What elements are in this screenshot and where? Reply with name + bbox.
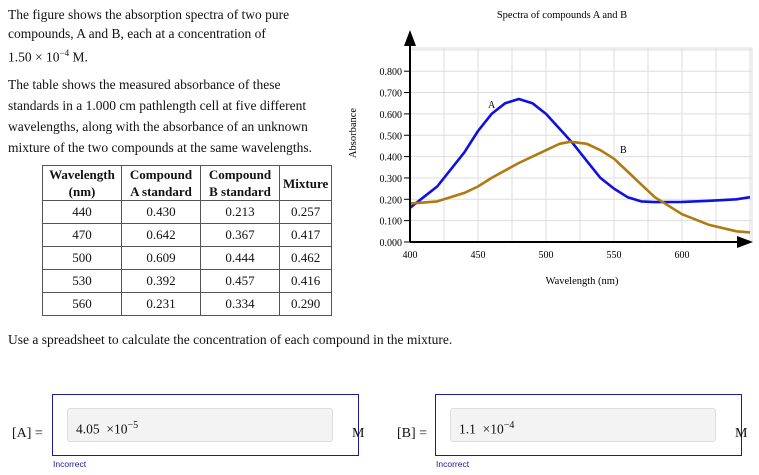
table-cell: 500 (42, 246, 122, 270)
series-A-line (409, 97, 751, 209)
table-cell: 0.231 (121, 292, 201, 316)
answer-a-box: 4.05 ×10−5 (52, 394, 359, 456)
concentration: 1.50 × 10 (8, 49, 60, 65)
value: 1.1 (459, 421, 476, 437)
plot-frame (409, 47, 753, 243)
table-cell: 0.609 (121, 246, 201, 270)
unit: M. (69, 49, 88, 65)
col-header: Compound A standard (121, 165, 201, 201)
chart-title: Spectra of compounds A and B (497, 10, 627, 21)
series-label-A: A (488, 100, 496, 111)
y-tick-label: 0.700 (380, 89, 403, 100)
table-cell: 0.392 (121, 269, 201, 293)
y-axis-arrow-icon (404, 30, 416, 46)
y-tick-label: 0.500 (380, 131, 403, 142)
col-header: Mixture (278, 165, 333, 201)
x-tick-label: 400 (403, 250, 418, 261)
table-cell: 0.416 (278, 269, 333, 293)
x-tick-label: 500 (539, 250, 554, 261)
y-tick-label: 0.600 (380, 110, 403, 121)
table-cell: 0.290 (278, 292, 333, 316)
b-status: Incorrect (436, 459, 470, 469)
table-cell: 0.417 (278, 223, 333, 247)
intro-line: compounds, A and B, each at a concentrat… (8, 26, 266, 41)
table-row: 470 0.642 0.367 0.417 (42, 223, 333, 247)
table-cell: 560 (42, 292, 122, 316)
table-cell: 0.642 (121, 223, 201, 247)
table-cell: 0.213 (200, 200, 280, 224)
y-axis-label: Absorbance (348, 108, 359, 158)
table-cell: 0.457 (200, 269, 280, 293)
b-label: [B] = (397, 426, 428, 441)
a-unit: M (352, 426, 365, 441)
value: 4.05 (76, 421, 100, 437)
table-cell: 0.444 (200, 246, 280, 270)
exp: −5 (127, 420, 139, 431)
series-B-line (409, 140, 751, 234)
a-status: Incorrect (53, 459, 87, 469)
y-tick-label: 0.200 (380, 195, 403, 206)
spectra-chart: 0.000 0.100 0.200 0.300 0.400 0.500 0.600 0.700… (348, 10, 753, 287)
exp-base: ×10 (106, 421, 128, 437)
table-row: 440 0.430 0.213 0.257 (42, 200, 333, 224)
y-tick-label: 0.800 (380, 67, 403, 78)
table-cell: 0.462 (278, 246, 333, 270)
table-cell: 440 (42, 200, 122, 224)
b-unit: M (735, 426, 748, 441)
exp-base: ×10 (482, 421, 504, 437)
table-row: 560 0.231 0.334 0.290 (42, 292, 333, 316)
x-tick-label: 550 (607, 250, 622, 261)
para-line: The table shows the measured absorbance … (8, 77, 281, 92)
table-row: 500 0.609 0.444 0.462 (42, 246, 333, 270)
x-axis-arrow-icon (737, 236, 753, 248)
table-cell: 0.257 (278, 200, 333, 224)
exp: −4 (503, 420, 515, 431)
y-tick-label: 0.100 (380, 217, 403, 228)
a-label: [A] = (12, 426, 43, 441)
col-header: Compound B standard (200, 165, 280, 201)
x-axis-label: Wavelength (nm) (546, 276, 619, 287)
intro-line: The figure shows the absorption spectra … (8, 7, 290, 22)
y-tick-label: 0.300 (380, 174, 403, 185)
y-tick-label: 0.400 (380, 153, 403, 164)
answer-b-box: 1.1 ×10−4 (435, 394, 742, 456)
series-label-B: B (620, 145, 627, 156)
table-row: 530 0.392 0.457 0.416 (42, 269, 333, 293)
y-tick-label: 0.000 (380, 238, 403, 249)
absorbance-table: Wavelength (nm) Compound A standard Compou… (42, 165, 333, 316)
para-line: standards in a 1.000 cm pathlength cell … (8, 98, 307, 113)
col-header: Wavelength (nm) (42, 165, 122, 201)
table-cell: 530 (42, 269, 122, 293)
answer-b-input[interactable]: 1.1 ×10−4 (450, 408, 716, 442)
table-cell: 0.430 (121, 200, 201, 224)
answer-a-input[interactable]: 4.05 ×10−5 (67, 408, 333, 442)
x-tick-label: 600 (675, 250, 690, 261)
table-cell: 0.367 (200, 223, 280, 247)
para-line: mixture of the two compounds at the same… (8, 140, 313, 155)
table-cell: 470 (42, 223, 122, 247)
x-tick-label: 450 (471, 250, 486, 261)
intro-line: 1.50 × 10−4 M. (8, 43, 88, 68)
table-cell: 0.334 (200, 292, 280, 316)
instruction: Use a spreadsheet to calculate the conce… (8, 332, 453, 347)
exponent: −4 (59, 48, 70, 58)
para-line: wavelengths, along with the absorbance o… (8, 119, 308, 134)
